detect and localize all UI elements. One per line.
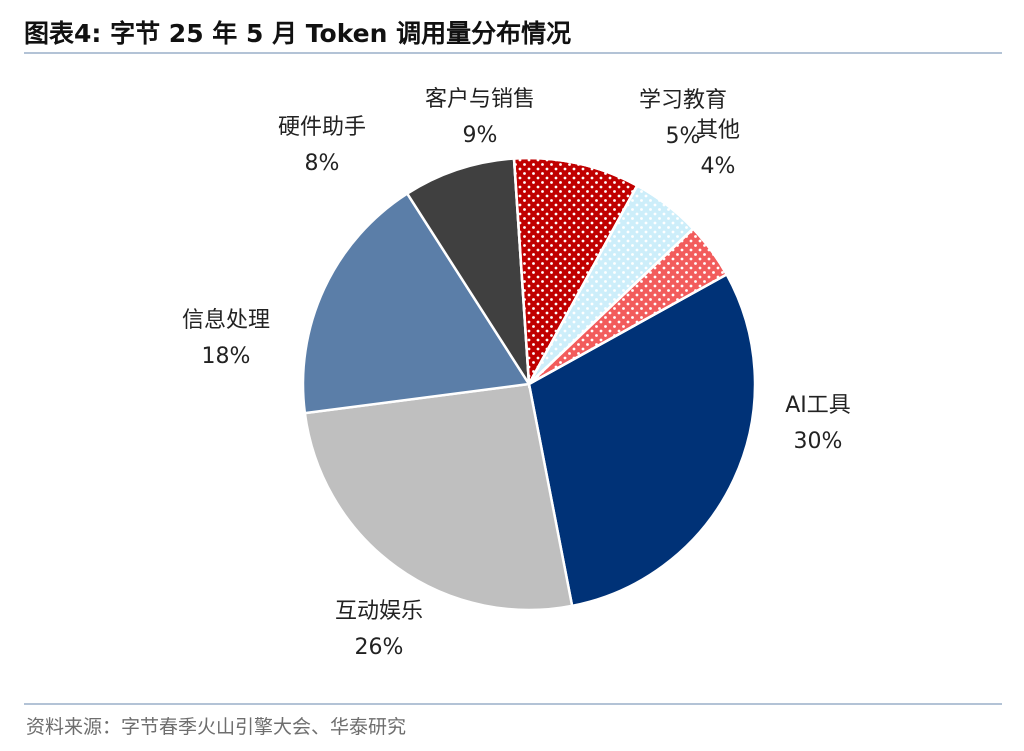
slice-label-name-interactive-entertainment: 互动娱乐 (335, 599, 423, 624)
slice-label-value-other: 4% (701, 154, 736, 179)
pie-slice-hardware-assistant (405, 157, 531, 386)
pie-slice-interactive-entertainment (303, 382, 574, 612)
slice-label-value-interactive-entertainment: 26% (355, 635, 404, 660)
slice-label-value-customer-sales: 9% (463, 123, 498, 148)
slice-label-value-information-processing: 18% (202, 344, 251, 369)
source-note: 资料来源：字节春季火山引擎大会、华泰研究 (26, 716, 407, 738)
slice-label-value-ai-tools: 30% (794, 429, 843, 454)
pie-slice-ai-tools (527, 273, 757, 608)
slice-label-value-education: 5% (666, 124, 701, 149)
slice-label-name-other: 其他 (696, 118, 740, 143)
pie-slice-pattern-other (528, 226, 729, 386)
slice-label-name-information-processing: 信息处理 (182, 308, 270, 333)
pie-slice-information-processing (301, 192, 531, 415)
pie-chart: AI工具 30% 互动娱乐 26% 信息处理 18% 硬件助手 8% 客户与销售 9% 学习教育 5%… (182, 87, 851, 660)
footer-divider (24, 703, 1002, 705)
pie-slice-pattern-customer-sales (512, 156, 639, 389)
chart-title: 图表4: 字节 25 年 5 月 Token 调用量分布情况 (24, 19, 572, 48)
slice-label-name-customer-sales: 客户与销售 (425, 87, 535, 112)
title-divider (24, 52, 1002, 54)
slice-label-value-hardware-assistant: 8% (305, 151, 340, 176)
slice-label-name-education: 学习教育 (639, 88, 727, 113)
slice-label-name-hardware-assistant: 硬件助手 (278, 115, 366, 140)
slice-label-name-ai-tools: AI工具 (785, 393, 851, 418)
